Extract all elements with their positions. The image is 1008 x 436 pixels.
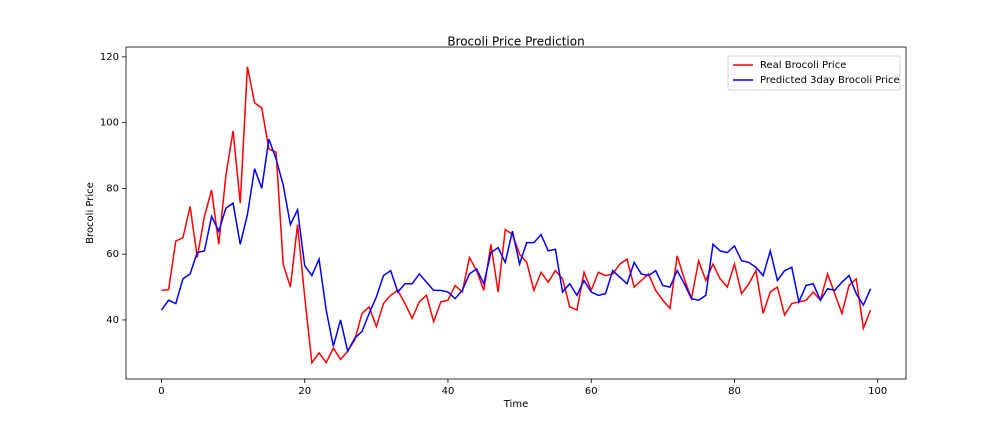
y-axis-label: Brocoli Price [85,182,96,244]
plot-frame [125,46,907,380]
chart-title: Brocoli Price Prediction [447,35,584,49]
x-tick-label: 60 [585,386,598,397]
x-tick-label: 20 [298,386,311,397]
y-tick-label: 80 [106,183,119,194]
legend-label: Real Brocoli Price [760,60,846,71]
legend-box [727,55,901,91]
y-tick-label: 40 [106,315,119,326]
x-tick-label: 80 [728,386,741,397]
x-tick-label: 0 [158,386,164,397]
series-line [160,138,872,354]
y-tick-label: 100 [100,118,119,129]
y-tick-label: 120 [100,52,119,63]
x-axis-label: Time [503,399,528,410]
x-tick-label: 100 [868,386,887,397]
x-tick-label: 40 [442,386,455,397]
legend-label: Predicted 3day Brocoli Price [760,75,900,86]
y-tick-label: 60 [106,249,119,260]
